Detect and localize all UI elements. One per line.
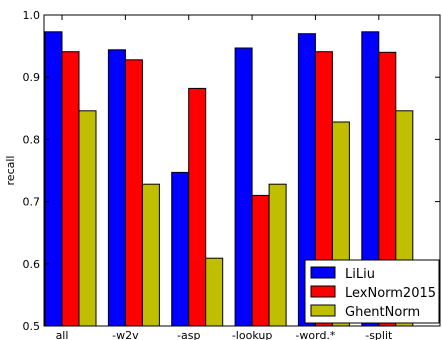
legend: LiLiu LexNorm2015 GhentNorm	[304, 259, 440, 324]
legend-label-lexnorm2015: LexNorm2015	[345, 286, 436, 301]
legend-swatch-lexnorm2015	[310, 285, 336, 298]
bar-ghentnorm-1	[141, 183, 160, 327]
bar-liliu-3	[234, 47, 253, 327]
legend-swatch-ghentnorm	[310, 304, 336, 317]
y-tick-label: 0.9	[23, 71, 41, 84]
y-tick-label: 0.7	[23, 196, 41, 209]
bar-lexnorm2015-0	[61, 51, 80, 327]
bar-liliu-2	[171, 171, 190, 327]
legend-swatch-liliu	[310, 266, 336, 279]
bar-lexnorm2015-3	[251, 194, 270, 327]
y-tick-label: 0.5	[23, 320, 41, 333]
bar-ghentnorm-0	[78, 110, 97, 327]
y-tick-label: 1.0	[23, 9, 41, 22]
x-tick-label: all	[56, 329, 69, 340]
bar-lexnorm2015-2	[188, 87, 207, 327]
legend-label-ghentnorm: GhentNorm	[345, 305, 420, 320]
bar-lexnorm2015-1	[124, 59, 143, 327]
bar-ghentnorm-3	[268, 183, 287, 327]
plot-frame	[43, 14, 441, 327]
y-tick-label: 0.6	[23, 258, 41, 271]
y-axis-label: recall	[4, 156, 17, 186]
bar-liliu-1	[107, 49, 126, 327]
y-tick-label: 0.8	[23, 133, 41, 146]
x-tick-label: -split	[365, 329, 393, 340]
x-tick-label: -w2v	[112, 329, 139, 340]
bar-liliu-0	[44, 31, 63, 327]
x-tick-label: -word.*	[295, 329, 336, 340]
x-tick-label: -lookup	[232, 329, 272, 340]
legend-label-liliu: LiLiu	[345, 267, 375, 282]
bar-ghentnorm-2	[205, 257, 224, 327]
x-tick-label: -asp	[177, 329, 200, 340]
